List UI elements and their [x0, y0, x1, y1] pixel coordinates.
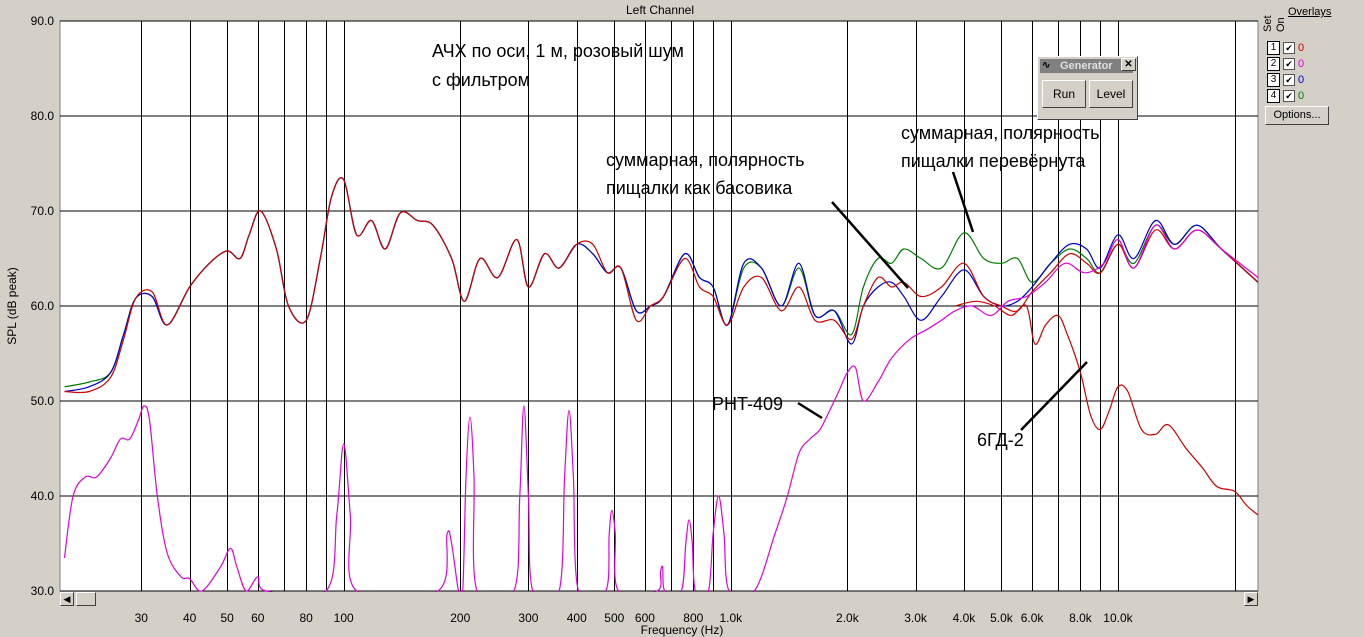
y-tick-label: 60.0	[31, 299, 55, 313]
x-tick-label: 400	[567, 611, 587, 625]
level-button[interactable]: Level	[1089, 80, 1133, 108]
overlay-checkbox[interactable]: ✔	[1283, 90, 1295, 102]
x-tick-label: 4.0k	[953, 611, 977, 625]
x-tick-label: 3.0k	[904, 611, 928, 625]
generator-title: Generator	[1060, 60, 1113, 72]
y-tick-label: 50.0	[31, 394, 55, 408]
x-tick-label: 2.0k	[836, 611, 860, 625]
y-axis-label: SPL (dB peak)	[5, 267, 19, 345]
x-tick-label: 80	[300, 611, 314, 625]
x-axis-label: Frequency (Hz)	[641, 623, 724, 637]
horizontal-scrollbar[interactable]: ◀ ▶	[60, 592, 1258, 606]
x-tick-label: 500	[604, 611, 624, 625]
x-tick-label: 30	[135, 611, 149, 625]
overlay-row-4: 4 ✔ 0	[1267, 89, 1304, 103]
pointer-gd	[1020, 361, 1088, 431]
annotation-sum-same-line1: суммарная, полярность	[606, 150, 804, 170]
overlay-set-button[interactable]: 2	[1267, 57, 1280, 71]
generator-titlebar[interactable]: ∿ Generator	[1040, 59, 1133, 73]
annotation-gd: 6ГД-2	[977, 430, 1024, 450]
annotation-pht: PHT-409	[712, 394, 783, 414]
x-tick-label: 40	[183, 611, 197, 625]
x-tick-label: 50	[220, 611, 234, 625]
x-tick-label: 800	[683, 611, 703, 625]
overlay-checkbox[interactable]: ✔	[1283, 74, 1295, 86]
pointer-pht	[797, 401, 823, 420]
annotation-title-line2: с фильтром	[432, 70, 530, 90]
y-tick-label: 40.0	[31, 489, 55, 503]
overlay-row-1: 1 ✔ 0	[1267, 41, 1304, 55]
run-button[interactable]: Run	[1042, 80, 1086, 108]
annotation-sum-same-line2: пищалки как басовика	[606, 178, 793, 198]
series-group	[63, 177, 1259, 605]
overlay-row-3: 3 ✔ 0	[1267, 73, 1304, 87]
annotation-sum-inv-line2: пищалки перевёрнута	[901, 151, 1086, 171]
annotation-sum-inv-line1: суммарная, полярность	[901, 123, 1099, 143]
close-icon[interactable]: ✕	[1121, 58, 1136, 71]
pointer-sum-inv	[951, 171, 975, 233]
chart-title: Left Channel	[626, 3, 694, 17]
set-header: Set	[1262, 15, 1274, 32]
on-header: On	[1275, 17, 1287, 32]
waveform-icon: ∿	[1042, 60, 1051, 71]
left-arrow-icon[interactable]: ◀	[60, 592, 74, 606]
x-tick-label: 1.0k	[719, 611, 743, 625]
y-tick-label: 80.0	[31, 109, 55, 123]
scrollbar-thumb[interactable]	[76, 592, 96, 606]
x-tick-label: 5.0k	[990, 611, 1014, 625]
x-tick-label: 60	[251, 611, 265, 625]
right-arrow-icon[interactable]: ▶	[1244, 592, 1258, 606]
overlay-checkbox[interactable]: ✔	[1283, 42, 1295, 54]
overlay-checkbox[interactable]: ✔	[1283, 58, 1295, 70]
x-tick-label: 200	[450, 611, 470, 625]
overlay-set-button[interactable]: 3	[1267, 73, 1280, 87]
pointer-sum-same	[831, 201, 909, 289]
y-tick-labels: 30.0 40.0 50.0 60.0 70.0 80.0 90.0	[31, 14, 55, 598]
x-tick-label: 8.0k	[1069, 611, 1093, 625]
series-line-5	[63, 224, 1259, 605]
annotation-title-line1: АЧХ по оси, 1 м, розовый шум	[432, 41, 684, 61]
x-tick-label: 600	[635, 611, 655, 625]
overlay-value: 0	[1298, 58, 1305, 70]
x-tick-labels: 30 40 50 60 80 100 200 300 400 500 600 800 1.0k 2.0k 3…	[135, 611, 1134, 625]
overlays-title[interactable]: Overlays	[1288, 6, 1332, 18]
overlay-value: 0	[1298, 42, 1305, 54]
x-tick-label: 300	[518, 611, 538, 625]
overlay-set-button[interactable]: 4	[1267, 89, 1280, 103]
x-tick-label: 6.0k	[1021, 611, 1045, 625]
overlay-row-2: 2 ✔ 0	[1267, 57, 1304, 71]
y-tick-label: 70.0	[31, 204, 55, 218]
overlays-panel: Overlays Set On 1 ✔ 0 2 ✔ 0 3 ✔ 0 4 ✔ 0 …	[1262, 0, 1364, 637]
y-tick-label: 30.0	[31, 584, 55, 598]
overlay-set-button[interactable]: 1	[1267, 41, 1280, 55]
overlay-value: 0	[1298, 90, 1305, 102]
overlay-value: 0	[1298, 74, 1305, 86]
series-line-4	[955, 300, 1259, 516]
generator-window: ∿ Generator ✕ Run Level	[1037, 56, 1138, 120]
x-tick-label: 10.0k	[1103, 611, 1133, 625]
options-button[interactable]: Options...	[1265, 106, 1329, 125]
y-tick-label: 90.0	[31, 14, 55, 28]
x-tick-label: 100	[334, 611, 354, 625]
